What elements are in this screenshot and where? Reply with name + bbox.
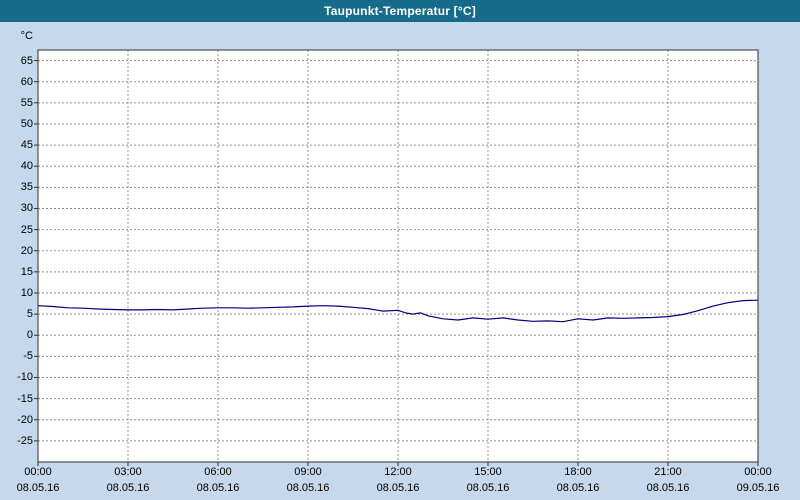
x-tick-label: 21:00 [654, 466, 682, 478]
x-tick-label: 12:00 [384, 466, 412, 478]
x-date-label: 08.05.16 [466, 482, 510, 494]
y-tick-label: 60 [20, 75, 33, 88]
y-tick-label: 35 [20, 181, 33, 194]
y-tick-label: -5 [23, 350, 33, 363]
y-tick-label: 20 [20, 244, 33, 257]
y-tick-label: 50 [20, 117, 33, 130]
x-date-label: 08.05.16 [646, 482, 690, 494]
x-tick-label: 15:00 [474, 466, 502, 478]
x-tick-label: 00:00 [24, 466, 52, 478]
x-date-label: 08.05.16 [286, 482, 330, 494]
x-date-label: 09.05.16 [736, 482, 780, 494]
x-tick-label: 09:00 [294, 466, 322, 478]
plot-area [34, 49, 759, 466]
y-tick-label: 15 [20, 265, 33, 278]
x-date-label: 08.05.16 [196, 482, 240, 494]
y-tick-label: 55 [20, 96, 33, 109]
y-tick-label: 10 [20, 286, 33, 299]
chart-area: °C 65 60 55 50 45 40 35 30 25 20 15 10 5 0 -5 -10 -15 -20… [0, 22, 800, 500]
y-tick-label: 5 [26, 308, 33, 321]
x-tick-label: 06:00 [204, 466, 232, 478]
title-bar: Taupunkt-Temperatur [°C] [0, 0, 800, 22]
data-line [37, 299, 759, 323]
x-tick-label: 03:00 [114, 466, 142, 478]
x-date-label: 08.05.16 [376, 482, 420, 494]
y-tick-label: -15 [17, 392, 33, 405]
y-tick-label: 25 [20, 223, 33, 236]
y-tick-label: 0 [26, 329, 33, 342]
x-tick-label: 00:00 [744, 466, 772, 478]
y-axis-unit-label: °C [20, 30, 33, 42]
window-title: Taupunkt-Temperatur [°C] [324, 4, 476, 18]
x-tick-label: 18:00 [564, 466, 592, 478]
y-tick-label: 65 [20, 54, 33, 67]
y-tick-label: -25 [17, 434, 33, 447]
x-date-label: 08.05.16 [106, 482, 150, 494]
x-date-label: 08.05.16 [16, 482, 60, 494]
plot-border [37, 49, 759, 463]
y-tick-label: 40 [20, 160, 33, 173]
x-date-label: 08.05.16 [556, 482, 600, 494]
y-tick-label: 45 [20, 139, 33, 152]
y-tick-label: 30 [20, 202, 33, 215]
y-tick-label: -20 [17, 413, 33, 426]
y-tick-label: -10 [17, 371, 33, 384]
